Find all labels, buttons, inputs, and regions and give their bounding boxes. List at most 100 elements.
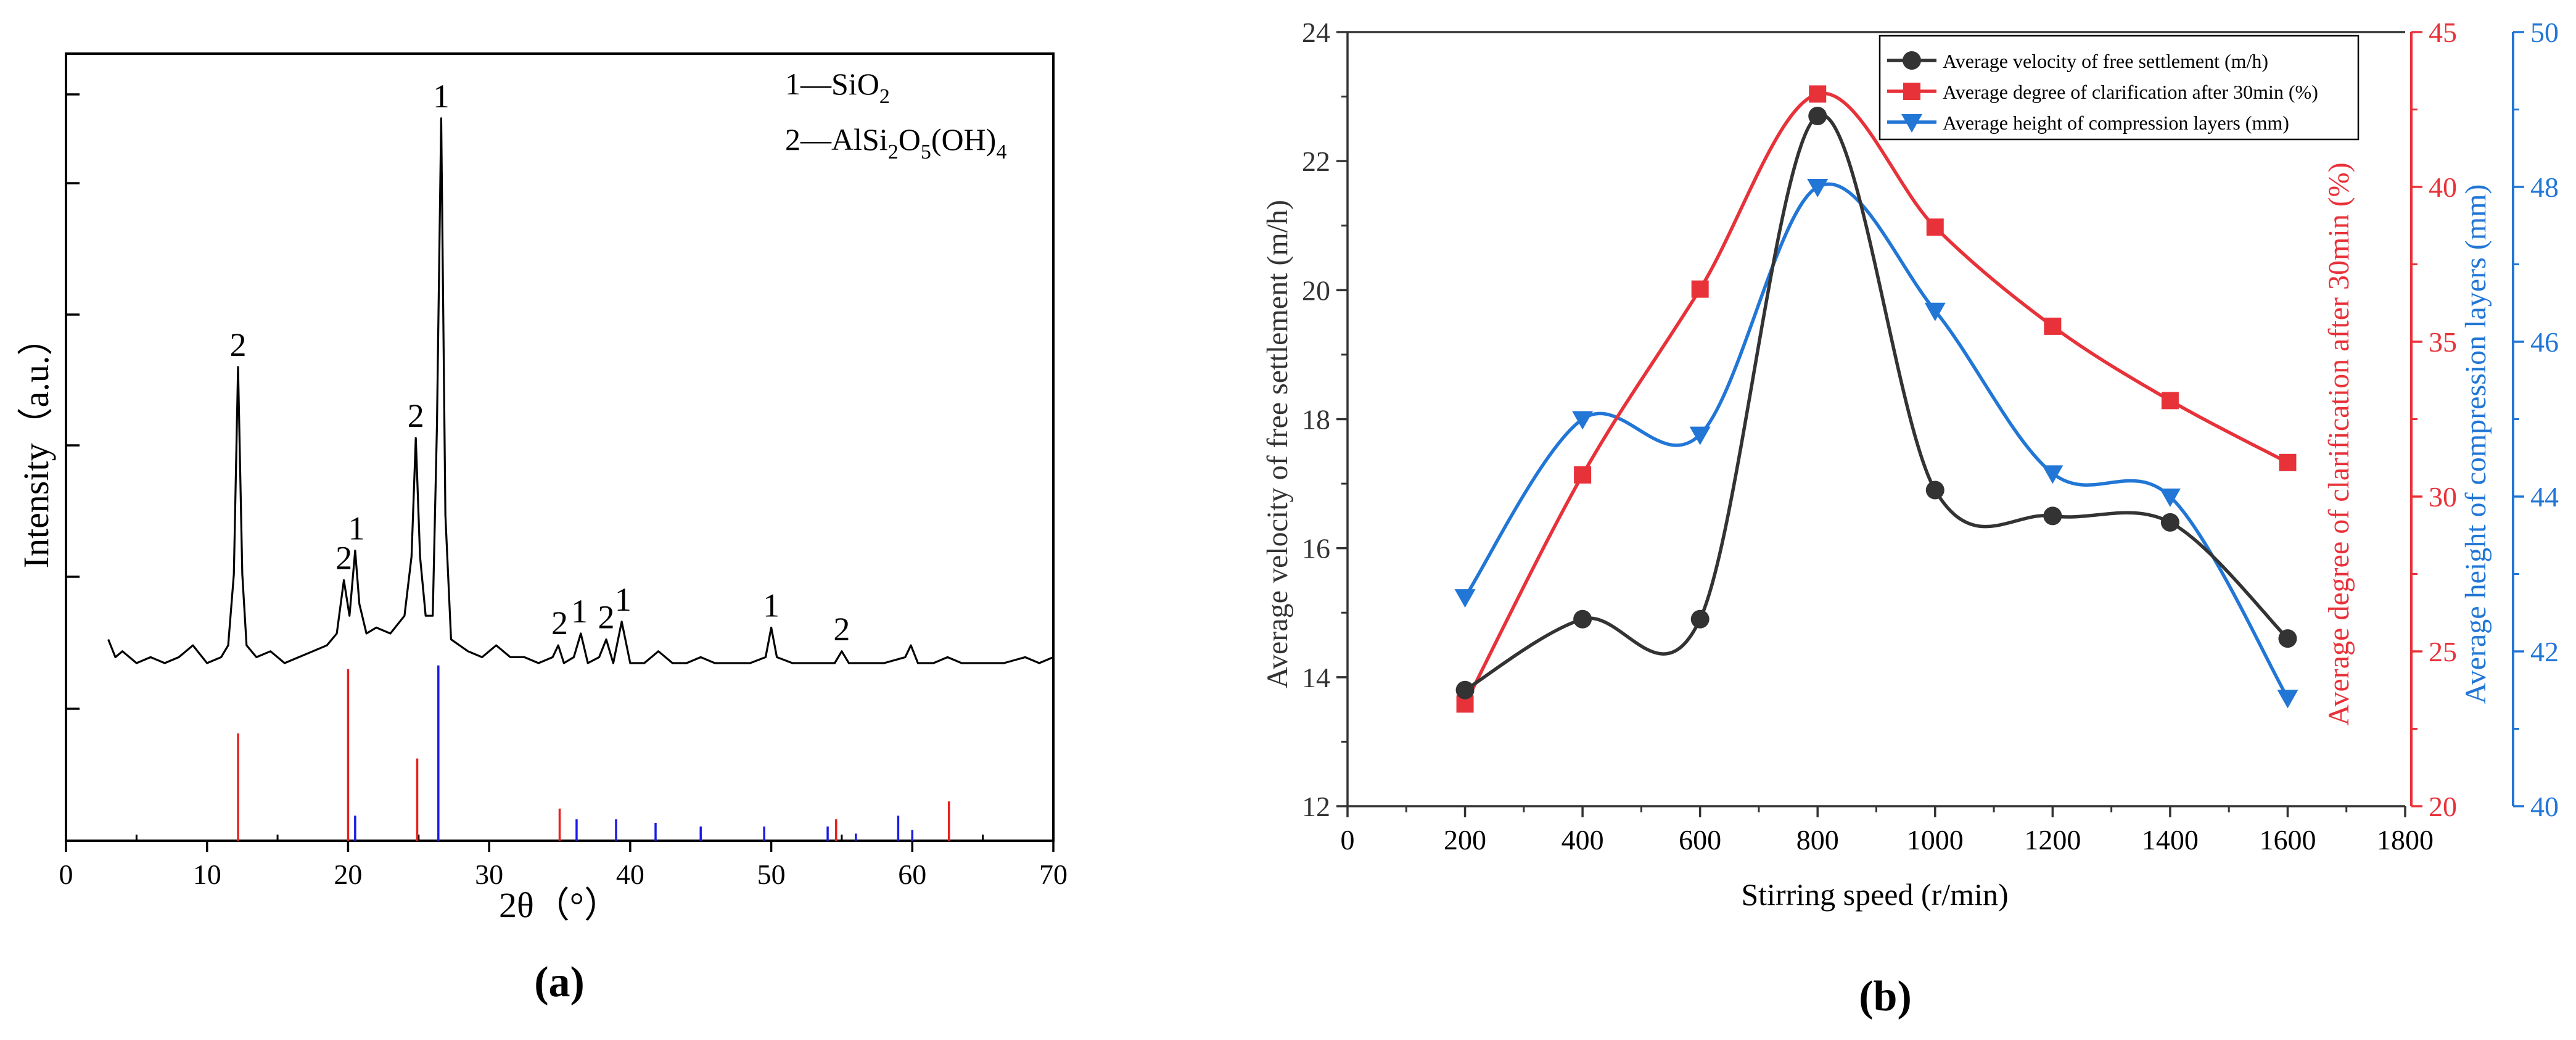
panel-b-series-line [1464, 113, 2289, 692]
panel-b-data-point [1925, 481, 1944, 500]
panel-b-left-tick-label: 12 [1302, 791, 1330, 822]
panel-b-data-point [1572, 411, 1594, 430]
panel-b-right1-tick-label: 20 [2429, 791, 2457, 822]
panel-b-right2-tick-label: 46 [2530, 326, 2559, 358]
panel-a-diffraction-pattern [107, 117, 1054, 664]
panel-b-series-line [1463, 182, 2289, 699]
panel-b-right2-tick-label: 44 [2530, 481, 2559, 513]
panel-b-x-tick-label: 1800 [2377, 824, 2434, 856]
panel-b-x-axis-label: Stirring speed (r/min) [1741, 877, 2008, 912]
panel-b-data-point [2161, 392, 2179, 410]
panel-a-peak-label: 1 [433, 78, 450, 115]
panel-b-data-point [1690, 609, 1710, 629]
panel-b-stirring-chart: 0 200 400 600 800 1000 1200 1400 1600 1800 12 14 16 1… [1261, 17, 2559, 912]
panel-b-data-point [1926, 218, 1944, 236]
panel-a-x-tick-label: 30 [475, 859, 503, 890]
panel-b-x-tick-label: 200 [1444, 824, 1486, 856]
panel-b-right2-axis-label: Average height of compression layers (mm… [2459, 184, 2492, 704]
panel-b-x-tick-label: 1400 [2142, 824, 2199, 856]
panel-a-legend-entry-1: 1—SiO2 [785, 67, 890, 108]
panel-b-data-point [2042, 465, 2064, 484]
caption-a: (a) [534, 959, 585, 1006]
panel-b-data-point [2278, 629, 2297, 648]
panel-b-data-point [1454, 589, 1476, 608]
panel-a-peak-label: 2 [230, 326, 247, 363]
panel-b-right2-tick-label: 42 [2530, 636, 2559, 667]
panel-a-peak-label: 1 [571, 593, 588, 630]
panel-b-x-tick-label: 400 [1562, 824, 1604, 856]
panel-b-x-tick-label: 1200 [2024, 824, 2081, 856]
panel-a-peak-label: 1 [348, 510, 365, 547]
panel-b-right1-tick-label: 30 [2429, 481, 2457, 513]
panel-a-peak-label: 2 [335, 540, 352, 577]
panel-b-data-point [1924, 302, 1946, 321]
panel-a-peak-label: 1 [615, 581, 632, 618]
panel-a-x-tick-label: 20 [334, 859, 362, 890]
panel-b-data-point [1689, 426, 1711, 445]
panel-b-left-tick-label: 20 [1302, 274, 1330, 306]
panel-b-x-tick-label: 800 [1796, 824, 1839, 856]
panel-b-x-tick-label: 1600 [2259, 824, 2316, 856]
panel-b-data-point [1809, 85, 1827, 103]
panel-a-y-axis-label: Intensity（a.u.） [16, 320, 56, 569]
panel-b-data-point [1807, 179, 1829, 197]
panel-b-axes: 0 200 400 600 800 1000 1200 1400 1600 1800 12 14 16 1… [1302, 17, 2559, 856]
panel-b-x-tick-label: 600 [1679, 824, 1721, 856]
panel-b-legend-marker [1903, 51, 1921, 70]
panel-b-data-point [2159, 489, 2181, 507]
panel-b-left-tick-label: 18 [1302, 404, 1330, 435]
panel-a-x-tick-label: 0 [59, 859, 73, 890]
panel-b-right1-tick-label: 35 [2429, 326, 2457, 358]
panel-a-y-ticks [66, 93, 80, 710]
panel-b-data-point [1691, 280, 1709, 298]
panel-b-right1-tick-label: 45 [2429, 17, 2457, 48]
panel-b-series-square [1456, 85, 2297, 713]
panel-b-left-tick-label: 22 [1302, 146, 1330, 177]
panel-a-x-tick-label: 50 [757, 859, 786, 890]
panel-b-legend-label: Average height of compression layers (mm… [1943, 112, 2289, 134]
panel-b-series [1454, 85, 2298, 713]
panel-b-data-point [2160, 513, 2179, 532]
panel-a-x-tick-label: 60 [898, 859, 926, 890]
panel-b-right2-tick-label: 40 [2530, 791, 2559, 822]
panel-b-legend-marker [1901, 114, 1922, 133]
panel-b-data-point [1808, 106, 1827, 125]
panel-b-data-point [2043, 506, 2062, 526]
panel-a-x-tick-label: 10 [193, 859, 221, 890]
panel-b-x-tick-label: 1000 [1907, 824, 1964, 856]
panel-b-data-point [2277, 690, 2298, 709]
panel-a-legend: 1—SiO2 2—AlSi2O5(OH)4 [785, 67, 1006, 163]
panel-a-peak-label: 2 [551, 605, 568, 642]
panel-b-legend-box [1879, 35, 2360, 141]
panel-b-data-point [2044, 317, 2062, 335]
panel-b-left-axis-label: Average velocity of free settlement (m/h… [1261, 200, 1294, 688]
panel-b-legend-marker [1903, 83, 1920, 100]
panel-b-data-point [1455, 680, 1475, 700]
panel-a-peak-label: 2 [833, 611, 850, 648]
panel-b-series-circle [1455, 106, 2297, 700]
panel-a-peak-label: 1 [763, 587, 780, 624]
panel-b-legend-label: Average velocity of free settlement (m/h… [1943, 50, 2268, 72]
panel-b-data-point [1574, 466, 1592, 484]
panel-b-series-triangle-down [1454, 179, 2298, 709]
panel-b-data-point [2279, 453, 2297, 471]
panel-b-legend-label: Average degree of clarification after 30… [1943, 81, 2318, 103]
caption-b: (b) [1859, 973, 1912, 1020]
panel-b-right1-axis-label: Average degree of clarification after 30… [2323, 162, 2355, 725]
panel-a-x-axis-label: 2θ（°） [499, 885, 620, 925]
panel-a-x-tick-label: 70 [1039, 859, 1068, 890]
panel-b-left-tick-label: 24 [1302, 17, 1330, 48]
panel-b-right1-tick-label: 25 [2429, 636, 2457, 667]
panel-a-x-tick-label: 40 [616, 859, 644, 890]
panel-b-right2-tick-label: 48 [2530, 171, 2559, 203]
panel-b-left-tick-label: 16 [1302, 533, 1330, 564]
panel-b-legend: Average velocity of free settlement (m/h… [1879, 35, 2360, 141]
panel-a-peak-label: 2 [598, 599, 614, 636]
panel-b-left-tick-label: 14 [1302, 662, 1330, 693]
panel-a-peak-label: 2 [408, 397, 424, 434]
panel-b-x-tick-label: 0 [1341, 824, 1355, 856]
